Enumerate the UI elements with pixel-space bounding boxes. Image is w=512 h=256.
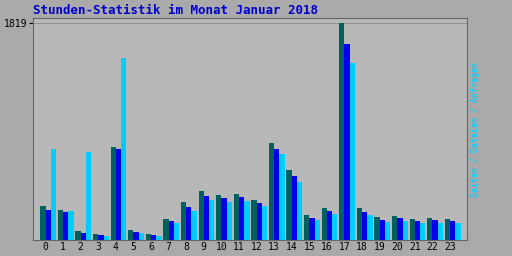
Bar xyxy=(380,220,385,240)
Text: Stunden-Statistik im Monat Januar 2018: Stunden-Statistik im Monat Januar 2018 xyxy=(33,4,318,17)
Bar xyxy=(269,143,274,240)
Bar xyxy=(304,215,309,240)
Bar xyxy=(98,236,103,240)
Bar xyxy=(93,234,98,240)
Bar xyxy=(233,194,239,240)
Bar xyxy=(292,176,297,240)
Bar xyxy=(322,208,327,240)
Bar xyxy=(40,206,46,240)
Bar xyxy=(450,221,455,240)
Bar xyxy=(174,223,179,240)
Bar xyxy=(286,170,292,240)
Bar xyxy=(385,222,390,240)
Bar xyxy=(397,218,402,240)
Bar xyxy=(433,220,438,240)
Bar xyxy=(111,147,116,240)
Text: Seiten / Dateien / Anfragen: Seiten / Dateien / Anfragen xyxy=(471,62,480,197)
Bar xyxy=(309,218,314,240)
Bar xyxy=(86,152,91,240)
Bar xyxy=(251,200,257,240)
Bar xyxy=(362,212,367,240)
Bar xyxy=(46,210,51,240)
Bar xyxy=(204,196,209,240)
Bar xyxy=(374,217,380,240)
Bar xyxy=(455,223,461,240)
Bar xyxy=(116,150,121,240)
Bar xyxy=(151,236,156,240)
Bar xyxy=(367,215,373,240)
Bar xyxy=(350,63,355,240)
Bar xyxy=(128,230,134,240)
Bar xyxy=(75,231,81,240)
Bar xyxy=(156,236,162,240)
Bar xyxy=(121,58,126,240)
Bar xyxy=(199,191,204,240)
Bar xyxy=(81,233,86,240)
Bar xyxy=(146,234,151,240)
Bar xyxy=(69,211,74,240)
Bar xyxy=(244,201,249,240)
Bar xyxy=(239,197,244,240)
Bar xyxy=(402,221,408,240)
Bar xyxy=(357,208,362,240)
Bar xyxy=(168,221,174,240)
Bar xyxy=(221,198,227,240)
Bar xyxy=(415,221,420,240)
Bar xyxy=(392,216,397,240)
Bar xyxy=(297,182,302,240)
Bar xyxy=(134,232,139,240)
Bar xyxy=(227,201,232,240)
Bar xyxy=(280,154,285,240)
Bar xyxy=(332,214,337,240)
Bar xyxy=(420,223,425,240)
Bar xyxy=(314,220,320,240)
Bar xyxy=(445,219,450,240)
Bar xyxy=(345,44,350,240)
Bar xyxy=(327,211,332,240)
Bar xyxy=(139,233,144,240)
Bar xyxy=(51,150,56,240)
Bar xyxy=(438,223,443,240)
Bar xyxy=(181,202,186,240)
Bar xyxy=(410,219,415,240)
Bar xyxy=(191,210,197,240)
Bar xyxy=(257,203,262,240)
Bar xyxy=(216,195,221,240)
Bar xyxy=(103,236,109,240)
Bar xyxy=(427,218,433,240)
Bar xyxy=(63,212,69,240)
Bar xyxy=(262,206,267,240)
Bar xyxy=(339,23,345,240)
Bar xyxy=(186,207,191,240)
Bar xyxy=(58,210,63,240)
Bar xyxy=(274,150,280,240)
Bar xyxy=(163,219,168,240)
Bar xyxy=(209,200,215,240)
